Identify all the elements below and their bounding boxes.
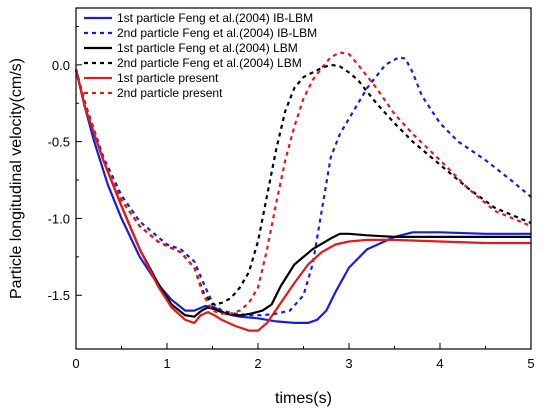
y-axis-label: Particle longitudinal velocity(cm/s) [8,58,25,299]
x-tick-label: 0 [72,356,79,371]
legend-label: 1st particle present [117,71,219,85]
series-line-1st-particle-present [74,69,531,332]
x-tick-label: 2 [254,356,261,371]
x-tick-label: 4 [436,356,443,371]
legend-label: 2nd particle present [117,86,223,100]
x-tick-label: 5 [527,356,534,371]
legend-label: 1st particle Feng et al.(2004) IB-LBM [117,11,313,25]
series-layer [74,51,532,332]
x-tick-label: 1 [163,356,170,371]
x-axis-label: times(s) [275,390,332,407]
legend: 1st particle Feng et al.(2004) IB-LBM2nd… [84,11,317,100]
series-line-2nd-particle-feng-et-al-2004-lbm [74,63,532,306]
y-tick-label: 0.0 [52,58,70,73]
legend-label: 2nd particle Feng et al.(2004) IB-LBM [117,26,317,40]
series-line-1st-particle-feng-et-al-2004-ib-lbm [74,69,531,324]
series-line-2nd-particle-feng-et-al-2004-ib-lbm [74,56,532,317]
y-tick-label: -0.5 [48,135,70,150]
legend-label: 2nd particle Feng et al.(2004) LBM [117,56,302,70]
y-tick-label: -1.5 [48,288,70,303]
tick-layer: 0 1 2 3 4 5 0.0 -0.5 -1.0 -1.5 [48,25,535,371]
x-tick-label: 3 [345,356,352,371]
legend-label: 1st particle Feng et al.(2004) LBM [117,41,298,55]
y-tick-label: -1.0 [48,211,70,226]
